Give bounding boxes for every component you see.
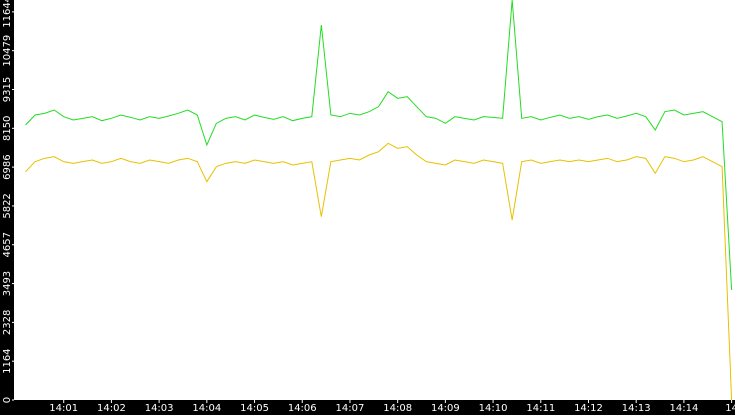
x-tick-label: 14:13 xyxy=(622,403,651,414)
series-line xyxy=(25,142,733,401)
y-tick-label: 6986 xyxy=(2,154,13,179)
x-tick-label: 14:03 xyxy=(145,403,174,414)
x-tick-label: 14:02 xyxy=(97,403,126,414)
x-tick-label: 14:11 xyxy=(526,403,555,414)
x-tick-label: 14:10 xyxy=(479,403,508,414)
y-tick-label: 9315 xyxy=(2,77,13,102)
x-tick-label: 14:05 xyxy=(240,403,269,414)
y-tick-label: 0 xyxy=(2,397,13,403)
x-tick-label: 14:08 xyxy=(383,403,412,414)
x-axis-strip xyxy=(0,400,735,415)
y-tick-label: 10479 xyxy=(2,35,13,67)
y-tick-label: 3493 xyxy=(2,271,13,296)
y-axis-strip xyxy=(0,0,14,415)
y-tick-label: 4657 xyxy=(2,232,13,257)
x-tick-label: 14 xyxy=(725,403,735,414)
x-tick-label: 14:14 xyxy=(669,403,698,414)
y-tick-label: 5822 xyxy=(2,193,13,218)
y-tick-label: 11644 xyxy=(2,0,13,28)
x-tick-label: 14:12 xyxy=(574,403,603,414)
x-tick-label: 14:04 xyxy=(192,403,221,414)
x-tick-label: 14:01 xyxy=(49,403,78,414)
y-tick-label: 2328 xyxy=(2,310,13,335)
x-tick-label: 14:06 xyxy=(288,403,317,414)
x-tick-label: 14:09 xyxy=(431,403,460,414)
y-tick-label: 1164 xyxy=(2,348,13,373)
x-tick-label: 14:07 xyxy=(336,403,365,414)
series-line xyxy=(25,0,733,291)
y-tick-label: 8150 xyxy=(2,116,13,141)
